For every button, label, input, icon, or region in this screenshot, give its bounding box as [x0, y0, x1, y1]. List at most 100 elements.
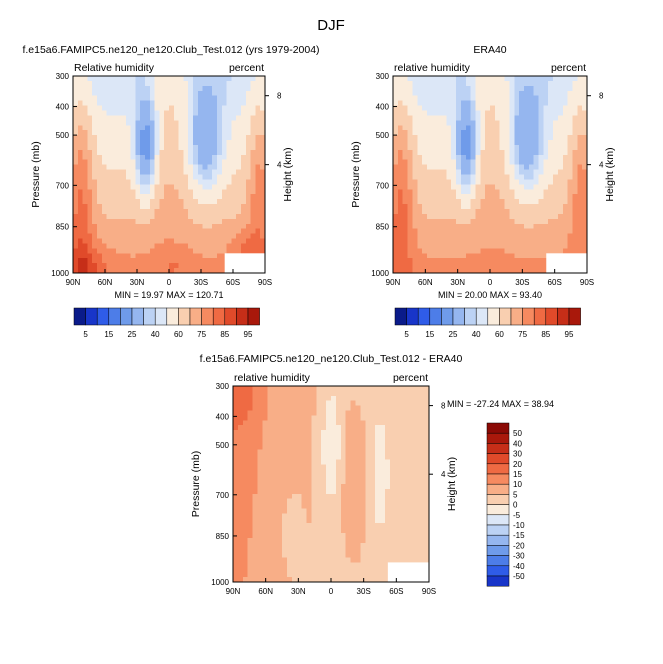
- contour-cell: [111, 213, 117, 220]
- contour-cell: [538, 189, 544, 195]
- contour-cell: [355, 513, 361, 519]
- contour-cell: [236, 105, 242, 111]
- contour-cell: [380, 572, 386, 578]
- contour-cell: [291, 498, 298, 504]
- contour-cell: [125, 268, 131, 274]
- contour-cell: [572, 238, 578, 244]
- contour-cell: [335, 537, 342, 544]
- contour-cell: [345, 400, 351, 406]
- contour-cell: [360, 410, 366, 416]
- contour-cell: [533, 179, 539, 185]
- contour-cell: [149, 149, 155, 156]
- contour-cell: [286, 464, 293, 470]
- contour-cell: [241, 164, 247, 170]
- contour-cell: [164, 100, 170, 106]
- contour-cell: [245, 174, 251, 180]
- contour-cell: [221, 76, 227, 82]
- contour-cell: [523, 130, 530, 136]
- contour-cell: [509, 233, 515, 239]
- contour-cell: [431, 204, 438, 210]
- contour-cell: [350, 523, 356, 529]
- contour-cell: [548, 248, 554, 254]
- contour-cell: [296, 552, 302, 558]
- contour-cell: [480, 179, 486, 185]
- contour-cell: [523, 115, 530, 121]
- contour-cell: [446, 204, 452, 210]
- contour-cell: [485, 159, 491, 166]
- contour-cell: [267, 557, 273, 563]
- contour-cell: [562, 233, 568, 239]
- contour-cell: [412, 140, 418, 146]
- contour-cell: [231, 110, 237, 116]
- contour-cell: [485, 263, 491, 269]
- contour-cell: [311, 547, 317, 553]
- contour-cell: [164, 90, 170, 97]
- colorbar-box: [486, 473, 510, 485]
- contour-cell: [380, 464, 386, 470]
- contour-cell: [523, 179, 530, 185]
- contour-cell: [417, 149, 423, 156]
- contour-cell: [316, 513, 322, 519]
- contour-cell: [384, 435, 391, 441]
- contour-cell: [397, 110, 404, 116]
- y-tick-label: 300: [376, 72, 390, 81]
- contour-cell: [301, 493, 307, 500]
- contour-cell: [296, 439, 302, 446]
- contour-cell: [431, 90, 438, 97]
- contour-cell: [217, 248, 223, 254]
- contour-cell: [494, 243, 501, 249]
- contour-cell: [188, 174, 194, 180]
- contour-cell: [245, 154, 251, 161]
- contour-cell: [111, 149, 117, 156]
- contour-cell: [326, 464, 332, 470]
- contour-cell: [286, 435, 293, 441]
- contour-cell: [106, 253, 112, 259]
- contour-cell: [82, 169, 88, 175]
- contour-cell: [355, 386, 361, 392]
- contour-cell: [255, 243, 261, 249]
- contour-cell: [82, 268, 88, 274]
- contour-cell: [145, 125, 151, 131]
- contour-cell: [260, 213, 266, 220]
- contour-cell: [193, 100, 199, 106]
- contour-cell: [272, 430, 278, 436]
- contour-cell: [242, 488, 249, 495]
- contour-cell: [326, 528, 332, 534]
- contour-cell: [470, 135, 476, 141]
- contour-cell: [257, 459, 263, 465]
- contour-cell: [173, 199, 179, 205]
- contour-cell: [101, 110, 107, 116]
- contour-cell: [231, 238, 237, 244]
- contour-cell: [301, 430, 307, 436]
- contour-cell: [247, 533, 253, 539]
- contour-cell: [533, 199, 539, 205]
- contour-cell: [178, 223, 184, 230]
- contour-cell: [384, 542, 391, 549]
- contour-cell: [260, 174, 266, 180]
- contour-cell: [306, 386, 312, 392]
- right-label: percent: [393, 372, 428, 384]
- contour-cell: [365, 395, 371, 402]
- contour-cell: [393, 95, 399, 102]
- contour-cell: [221, 115, 227, 121]
- contour-cell: [335, 454, 342, 460]
- contour-cell: [340, 400, 347, 406]
- colorbar-label: 95: [565, 330, 574, 339]
- contour-cell: [260, 135, 266, 141]
- contour-cell: [384, 400, 391, 406]
- contour-cell: [106, 228, 112, 234]
- contour-cell: [193, 149, 199, 156]
- contour-cell: [237, 400, 244, 406]
- contour-cell: [272, 386, 278, 392]
- contour-cell: [509, 100, 515, 106]
- contour-cell: [101, 233, 107, 239]
- contour-cell: [404, 488, 410, 495]
- contour-cell: [538, 204, 544, 210]
- contour-cell: [245, 233, 251, 239]
- contour-cell: [465, 213, 471, 220]
- contour-cell: [375, 415, 381, 421]
- contour-cell: [247, 415, 253, 421]
- contour-cell: [159, 238, 165, 244]
- contour-cell: [441, 213, 447, 220]
